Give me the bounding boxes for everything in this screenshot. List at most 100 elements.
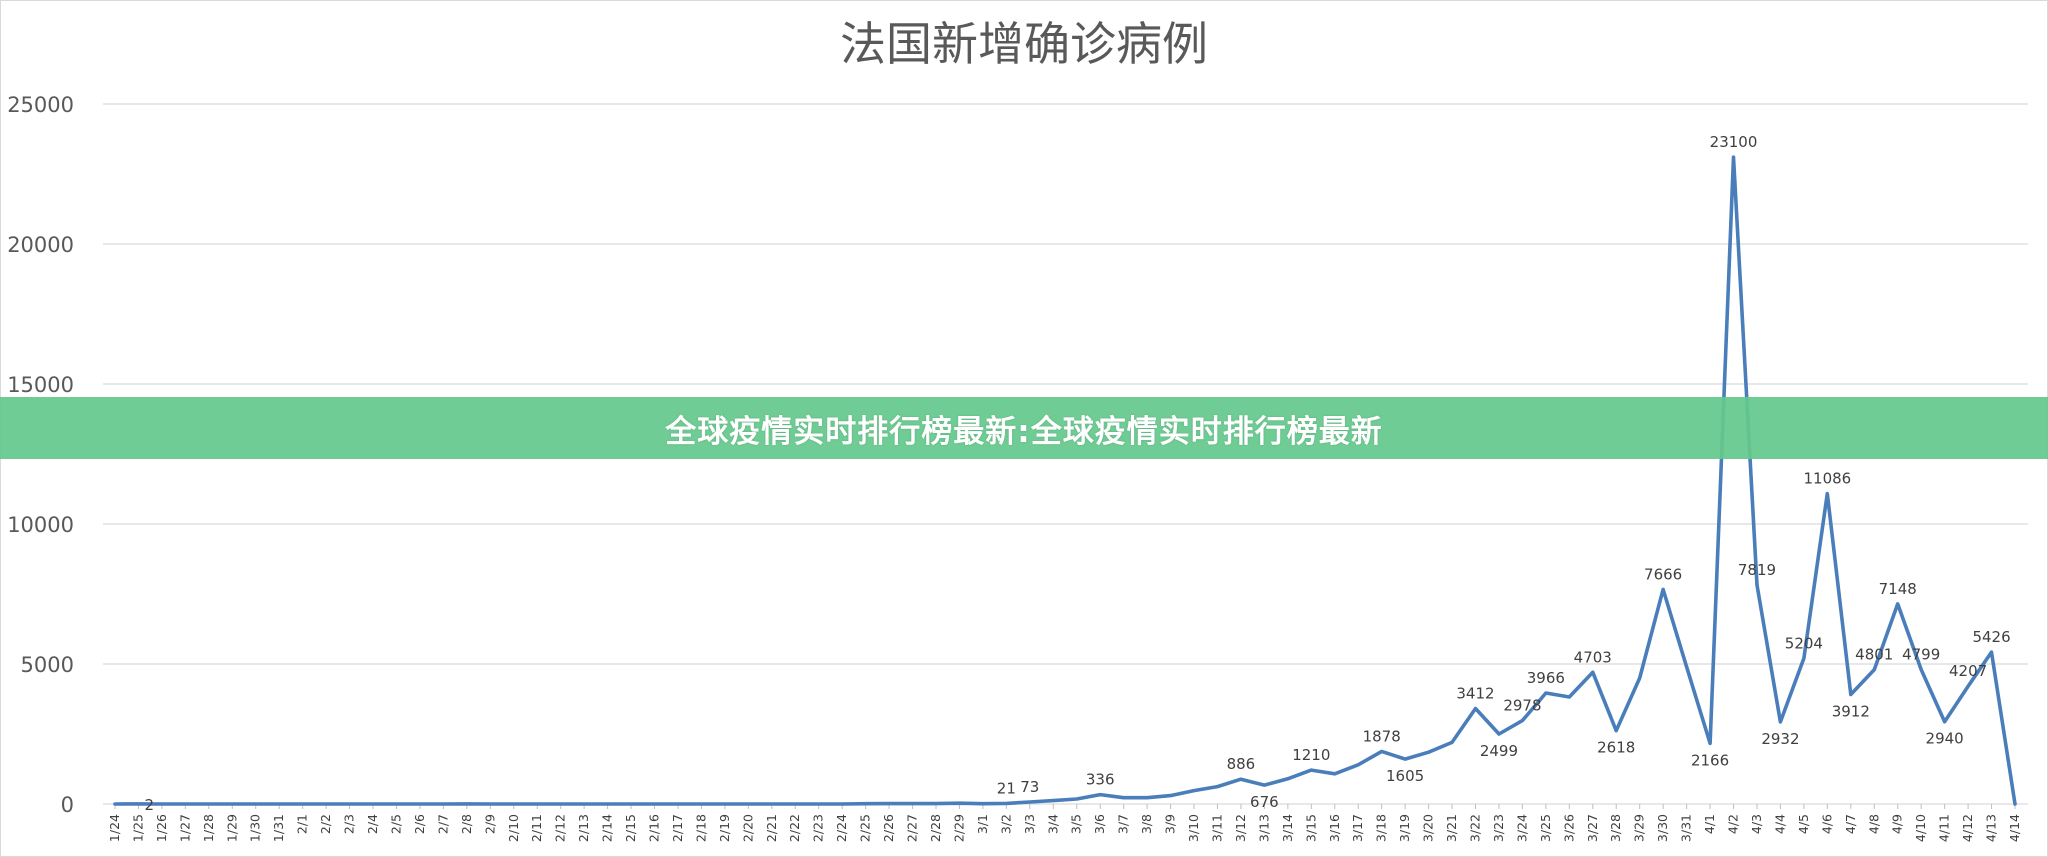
x-tick-label: 3/29	[1632, 814, 1647, 842]
x-tick-label: 2/1	[295, 814, 310, 834]
y-tick-label: 5000	[21, 653, 74, 677]
x-tick-label: 3/11	[1209, 814, 1224, 842]
x-tick-label: 2/3	[342, 814, 357, 834]
x-tick-label: 3/31	[1679, 814, 1694, 842]
x-tick-label: 2/19	[717, 814, 732, 842]
y-axis-ticks: 0 5000 10000 15000 20000 25000	[7, 93, 74, 817]
data-label: 2	[144, 796, 154, 814]
x-tick-label: 3/23	[1491, 814, 1506, 842]
x-tick-label: 2/23	[811, 814, 826, 842]
x-tick-label: 2/21	[764, 814, 779, 842]
x-tick-label: 3/18	[1374, 814, 1389, 842]
x-tick-label: 3/27	[1585, 814, 1600, 842]
data-label: 11086	[1803, 470, 1851, 488]
x-tick-label: 2/11	[529, 814, 544, 842]
x-tick-label: 3/10	[1186, 814, 1201, 842]
x-tick-label: 2/29	[951, 814, 966, 842]
data-label: 676	[1250, 793, 1279, 811]
x-tick-label: 3/14	[1280, 814, 1295, 842]
x-tick-label: 3/13	[1256, 814, 1271, 842]
chart-title: 法国新增确诊病例	[840, 17, 1208, 71]
data-label: 4799	[1902, 646, 1940, 664]
data-label: 1605	[1386, 767, 1424, 785]
x-tick-label: 1/31	[271, 814, 286, 842]
x-tick-label: 3/6	[1092, 814, 1107, 834]
x-tick-label: 3/7	[1116, 814, 1131, 834]
x-tick-label: 4/4	[1772, 814, 1787, 834]
x-tick-label: 1/26	[154, 814, 169, 842]
x-tick-label: 1/27	[177, 814, 192, 842]
x-tick-label: 3/22	[1467, 814, 1482, 842]
x-tick-label: 4/8	[1866, 814, 1881, 834]
data-label: 2932	[1761, 730, 1799, 748]
x-tick-label: 2/18	[693, 814, 708, 842]
x-tick-label: 4/6	[1819, 814, 1834, 834]
x-tick-label: 2/20	[740, 814, 755, 842]
x-tick-label: 4/10	[1913, 814, 1928, 842]
data-label: 3912	[1832, 702, 1870, 720]
x-tick-label: 1/25	[130, 814, 145, 842]
data-label: 4703	[1574, 648, 1612, 666]
data-label: 3412	[1456, 684, 1494, 702]
x-tick-label: 4/13	[1984, 814, 1999, 842]
x-tick-label: 3/15	[1303, 814, 1318, 842]
data-label: 886	[1227, 755, 1256, 773]
x-tick-label: 3/1	[975, 814, 990, 834]
x-tick-label: 2/16	[647, 814, 662, 842]
x-tick-label: 4/9	[1890, 814, 1905, 834]
x-tick-label: 2/9	[482, 814, 497, 834]
x-axis-ticks: 1/24 1/25 1/26 1/27 1/28 1/29 1/30 1/31 2/1 2/2 2/…	[107, 804, 2022, 842]
x-tick-label: 4/5	[1796, 814, 1811, 834]
data-label: 2166	[1691, 751, 1729, 769]
x-tick-label: 3/5	[1069, 814, 1084, 834]
x-tick-label: 2/7	[435, 814, 450, 834]
overlay-banner: 全球疫情实时排行榜最新:全球疫情实时排行榜最新	[0, 397, 2048, 459]
x-tick-label: 1/30	[248, 814, 263, 842]
x-tick-label: 2/25	[858, 814, 873, 842]
x-tick-label: 3/17	[1350, 814, 1365, 842]
data-label: 7819	[1738, 561, 1776, 579]
gridlines	[103, 103, 2028, 805]
x-tick-label: 2/6	[412, 814, 427, 834]
x-tick-label: 4/2	[1726, 814, 1741, 834]
x-tick-label: 2/22	[787, 814, 802, 842]
data-label: 2618	[1597, 739, 1635, 757]
y-tick-label: 15000	[7, 373, 74, 397]
x-tick-label: 3/2	[998, 814, 1013, 834]
x-tick-label: 3/19	[1397, 814, 1412, 842]
x-tick-label: 3/30	[1655, 814, 1670, 842]
y-tick-label: 20000	[7, 233, 74, 257]
x-tick-label: 2/2	[318, 814, 333, 834]
x-tick-label: 3/16	[1327, 814, 1342, 842]
x-tick-label: 3/28	[1608, 814, 1623, 842]
y-tick-label: 0	[61, 793, 74, 817]
data-label: 7666	[1644, 565, 1682, 583]
x-tick-label: 4/3	[1749, 814, 1764, 834]
x-tick-label: 3/24	[1514, 814, 1529, 842]
data-label: 2499	[1480, 742, 1518, 760]
x-tick-label: 2/12	[553, 814, 568, 842]
x-tick-label: 3/8	[1139, 814, 1154, 834]
x-tick-label: 3/26	[1561, 814, 1576, 842]
x-tick-label: 2/10	[506, 814, 521, 842]
data-label: 2940	[1926, 730, 1964, 748]
x-tick-label: 2/4	[365, 814, 380, 834]
x-tick-label: 4/14	[2007, 814, 2022, 842]
x-tick-label: 2/24	[834, 814, 849, 842]
y-tick-label: 25000	[7, 93, 74, 117]
banner-text: 全球疫情实时排行榜最新:全球疫情实时排行榜最新	[665, 413, 1383, 450]
data-label: 4801	[1855, 646, 1893, 664]
data-label: 5426	[1972, 628, 2010, 646]
x-tick-label: 2/26	[881, 814, 896, 842]
data-label: 4207	[1949, 662, 1987, 680]
x-tick-label: 3/12	[1233, 814, 1248, 842]
x-tick-label: 1/29	[224, 814, 239, 842]
x-tick-label: 4/7	[1843, 814, 1858, 834]
data-label: 1210	[1292, 746, 1330, 764]
x-tick-label: 3/9	[1163, 814, 1178, 834]
data-label: 2978	[1503, 697, 1541, 715]
x-tick-label: 2/14	[600, 814, 615, 842]
data-label: 73	[1020, 778, 1039, 796]
x-tick-label: 2/5	[388, 814, 403, 834]
